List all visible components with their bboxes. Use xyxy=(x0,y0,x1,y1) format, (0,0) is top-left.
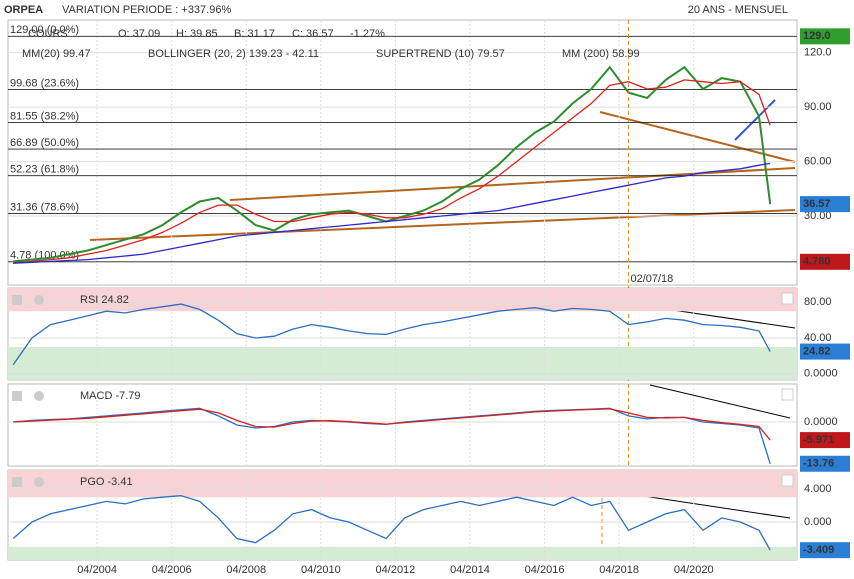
x-tick-label: 04/2014 xyxy=(450,564,490,576)
panel-close xyxy=(781,292,794,305)
y-tick-label: 0.0000 xyxy=(804,416,838,428)
x-tick-label: 04/2004 xyxy=(77,564,117,576)
value-tag-label: 36.57 xyxy=(803,198,831,210)
y-tick-label: 0.0000 xyxy=(804,368,838,380)
y-tick-label: 4.000 xyxy=(804,483,832,495)
quote-item: H: 39.85 xyxy=(176,28,218,40)
panel-icon xyxy=(12,295,22,305)
value-tag xyxy=(800,253,850,270)
panel-icon xyxy=(34,477,44,487)
band xyxy=(8,546,797,560)
panel-close xyxy=(781,388,794,401)
x-tick-label: 04/2016 xyxy=(525,564,565,576)
legend-entry: BOLLINGER (20, 2) 139.23 - 42.11 xyxy=(148,48,319,60)
x-tick-label: 04/2020 xyxy=(674,564,714,576)
series-line xyxy=(12,303,771,366)
x-tick-label: 04/2018 xyxy=(599,564,639,576)
value-tag xyxy=(800,28,850,45)
series-line xyxy=(12,494,771,551)
panel-icon xyxy=(12,391,22,401)
quote-item: O: 37.09 xyxy=(118,28,160,40)
x-tick-label: 04/2010 xyxy=(301,564,341,576)
value-tag-label: -13.76 xyxy=(803,458,834,470)
x-tick-label: 04/2012 xyxy=(376,564,416,576)
trend-arrow xyxy=(649,384,791,419)
value-tag-label: 24.82 xyxy=(803,345,831,357)
value-tag-label: 129.0 xyxy=(803,30,831,42)
quote-item: C: 36.57 xyxy=(292,28,334,40)
panel-close xyxy=(781,474,794,487)
y-tick-label: 60.00 xyxy=(804,155,832,167)
value-tag-label: -5.971 xyxy=(803,434,834,446)
trend-line xyxy=(599,111,796,163)
value-tag xyxy=(800,542,850,559)
panel-icon xyxy=(34,391,44,401)
series-line xyxy=(13,79,771,264)
y-tick-label: 0.000 xyxy=(804,516,832,528)
panel-icon xyxy=(12,477,22,487)
value-tag-label: -3.409 xyxy=(803,544,834,556)
quote-item: COURS xyxy=(28,28,68,40)
fib-label: 81.55 (38.2%) xyxy=(10,110,79,122)
series-line xyxy=(13,162,771,264)
value-tag xyxy=(800,196,850,213)
quote-item: -1.27% xyxy=(350,28,385,40)
trend-line xyxy=(89,209,796,241)
annotation-label: 02/07/18 xyxy=(630,273,673,285)
y-tick-label: 90.00 xyxy=(804,101,832,113)
title: ORPEA xyxy=(4,4,43,16)
fib-label: 31.36 (78.6%) xyxy=(10,201,79,213)
panel-title: PGO -3.41 xyxy=(80,476,133,488)
value-tag xyxy=(800,455,850,472)
x-tick-label: 04/2006 xyxy=(152,564,192,576)
legend-entry: MM (200) 58.99 xyxy=(562,48,640,60)
value-tag-label: 4.780 xyxy=(803,256,831,268)
series-line xyxy=(13,408,771,441)
fib-label: 66.89 (50.0%) xyxy=(10,137,79,149)
panel-icon xyxy=(34,295,44,305)
legend-entry: SUPERTREND (10) 79.57 xyxy=(376,48,505,60)
value-tag xyxy=(800,343,850,360)
fib-label: 129.00 (0.0%) xyxy=(10,24,79,36)
subtitle: VARIATION PERIODE : +337.96% xyxy=(62,4,231,16)
fib-label: 52.23 (61.8%) xyxy=(10,164,79,176)
x-tick-label: 04/2008 xyxy=(226,564,266,576)
band xyxy=(8,346,797,380)
panel-title: RSI 24.82 xyxy=(80,294,129,306)
value-tag xyxy=(800,432,850,449)
y-tick-label: 80.00 xyxy=(804,296,832,308)
price-panel xyxy=(7,19,798,286)
band xyxy=(8,470,797,498)
macd-panel xyxy=(7,383,798,467)
y-tick-label: 30.00 xyxy=(804,210,832,222)
fib-label: 99.68 (23.6%) xyxy=(10,77,79,89)
quote-item: B: 31.17 xyxy=(234,28,275,40)
y-tick-label: 120.0 xyxy=(804,47,832,59)
y-tick-label: 40.00 xyxy=(804,332,832,344)
fib-label: 4.78 (100.0%) xyxy=(10,250,79,262)
panel-title: MACD -7.79 xyxy=(80,390,141,402)
period: 20 ANS - MENSUEL xyxy=(688,4,788,16)
series-line xyxy=(13,65,772,263)
band xyxy=(8,288,797,312)
legend-entry: MM(20) 99.47 xyxy=(22,48,90,60)
